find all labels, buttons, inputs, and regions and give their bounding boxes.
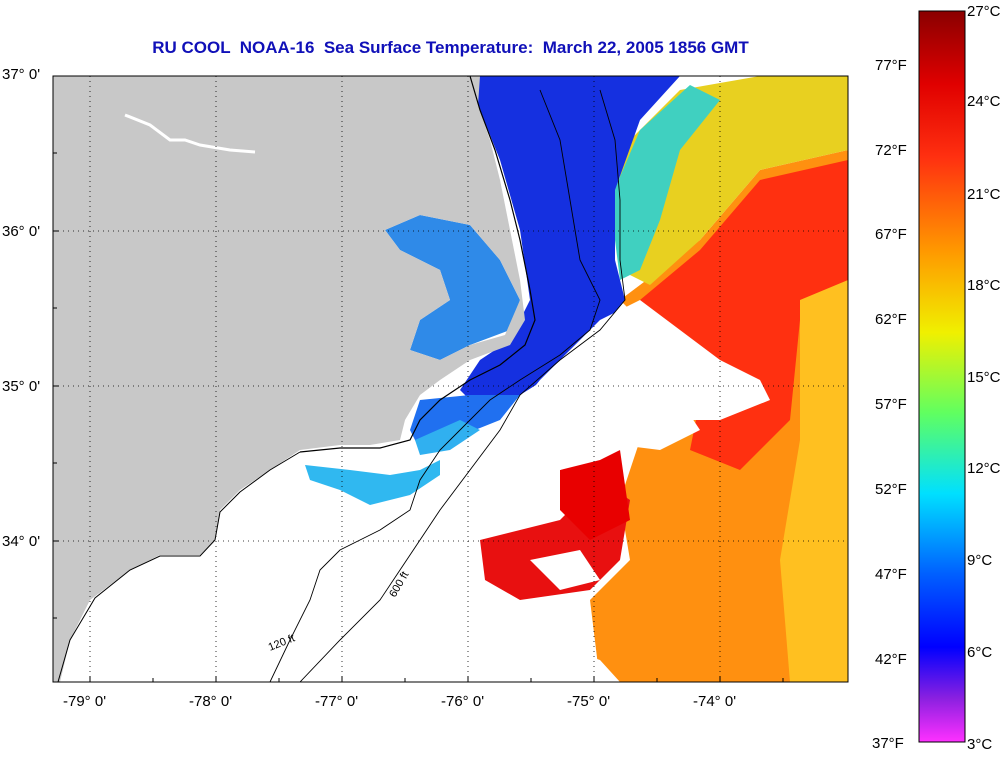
colorbar-f-67: 67°F bbox=[875, 226, 907, 243]
lon-label-76: -76° 0' bbox=[441, 693, 484, 710]
colorbar-f-77: 77°F bbox=[875, 57, 907, 74]
southern-coastline bbox=[57, 451, 301, 682]
colorbar bbox=[918, 10, 966, 743]
colorbar-c-18: 18°C bbox=[967, 277, 1001, 294]
cold-shelf-water bbox=[460, 76, 680, 400]
lon-label-78: -78° 0' bbox=[189, 693, 232, 710]
warm-core bbox=[640, 160, 848, 470]
colorbar-f-52: 52°F bbox=[875, 481, 907, 498]
colorbar-c-27: 27°C bbox=[967, 3, 1001, 20]
colorbar-f-57: 57°F bbox=[875, 396, 907, 413]
colorbar-c-3: 3°C bbox=[967, 736, 993, 753]
colorbar-f-42: 42°F bbox=[875, 651, 907, 668]
tick-marks bbox=[53, 75, 784, 682]
cyan-green-band bbox=[610, 85, 720, 280]
contour-120ft bbox=[269, 89, 601, 682]
lon-label-77: -77° 0' bbox=[315, 693, 358, 710]
contour-600ft bbox=[299, 89, 626, 682]
cloud-patches-2 bbox=[530, 550, 600, 590]
colorbar-c-6: 6°C bbox=[967, 644, 993, 661]
colorbar-c-12: 12°C bbox=[967, 460, 1001, 477]
colorbar-c-24: 24°C bbox=[967, 93, 1001, 110]
red-patch-mid bbox=[560, 450, 630, 540]
map-frame bbox=[52, 75, 849, 683]
cyan-patch bbox=[415, 420, 480, 455]
lat-label-36: 36° 0' bbox=[2, 223, 40, 240]
colorbar-f-47: 47°F bbox=[875, 566, 907, 583]
colorbar-f-72: 72°F bbox=[875, 142, 907, 159]
colorbar-c-15: 15°C bbox=[967, 369, 1001, 386]
colorbar-f-37: 37°F bbox=[872, 735, 904, 752]
cyan-sound-patch-south bbox=[305, 460, 440, 505]
colorbar-c-9: 9°C bbox=[967, 552, 993, 569]
cloud-area bbox=[53, 300, 770, 682]
lon-label-75: -75° 0' bbox=[567, 693, 610, 710]
coastline bbox=[299, 76, 536, 453]
graticule bbox=[53, 76, 848, 682]
lon-label-74: -74° 0' bbox=[693, 693, 736, 710]
lon-label-79: -79° 0' bbox=[63, 693, 106, 710]
colorbar-c-21: 21°C bbox=[967, 186, 1001, 203]
lat-label-35: 35° 0' bbox=[2, 378, 40, 395]
lat-label-34: 34° 0' bbox=[2, 533, 40, 550]
yellow-water-east bbox=[780, 280, 848, 682]
colorbar-f-62: 62°F bbox=[875, 311, 907, 328]
land-mass bbox=[53, 76, 525, 682]
inland-river bbox=[124, 113, 256, 154]
lat-label-37: 37° 0' bbox=[2, 66, 40, 83]
cloud-patches-1 bbox=[620, 400, 700, 450]
map-title: RU COOL NOAA-16 Sea Surface Temperature:… bbox=[152, 38, 749, 57]
